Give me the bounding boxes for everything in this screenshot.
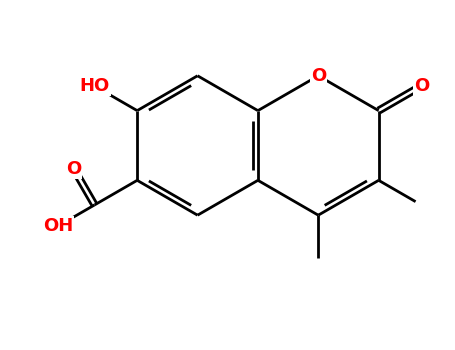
Text: O: O	[311, 67, 326, 85]
Text: HO: HO	[80, 77, 110, 95]
Text: OH: OH	[43, 217, 73, 235]
Text: O: O	[414, 77, 429, 95]
Text: O: O	[66, 160, 81, 178]
